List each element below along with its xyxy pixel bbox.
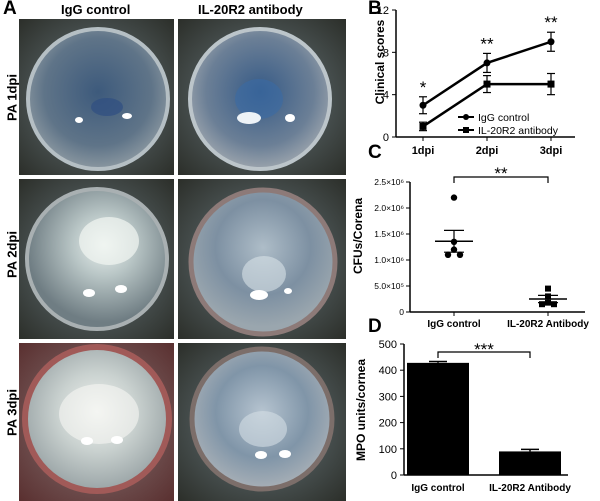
panel-a-label: A [3, 0, 17, 19]
panel-d-label: D [368, 316, 382, 337]
chart-b-point [483, 80, 491, 88]
chart-c-y-tick-label: 1.5×10⁶ [374, 229, 404, 239]
chart-c-y-tick-label: 5.0×10⁵ [374, 281, 404, 291]
chart-c-x-tick-label: IgG control [427, 319, 481, 330]
chart-b-point [419, 101, 427, 109]
chart-d-bar [407, 362, 469, 475]
chart-d-significance-bracket [437, 351, 531, 358]
chart-b-point [547, 80, 555, 88]
chart-d-y-tick-label: 200 [379, 418, 397, 430]
chart-c-point [450, 194, 458, 201]
chart-b-significance: * [420, 78, 427, 97]
chart-c-significance: ** [494, 164, 508, 183]
panel-b-label: B [368, 0, 382, 19]
chart-d-y-tick-label: 500 [379, 339, 397, 351]
chart-d-y-tick-label: 300 [379, 391, 397, 403]
chart-c-point [545, 285, 551, 292]
chart-b-y-tick-label: 12 [377, 5, 389, 17]
chart-c-y-tick-label: 2.0×10⁶ [374, 203, 404, 213]
chart-d-y-axis-label: MPO units/cornea [354, 359, 368, 461]
panel-c-label: C [368, 142, 382, 163]
chart-c-y-tick-label: 0 [399, 307, 404, 317]
chart-b-point [547, 38, 555, 46]
chart-d-y-tick-label: 400 [379, 365, 397, 377]
eye-photo-grid [19, 19, 346, 501]
chart-b-x-tick-label: 3dpi [540, 145, 563, 157]
row-label-3dpi: PA 3dpi [4, 389, 20, 436]
chart-c-y-tick-label: 1.0×10⁶ [374, 255, 404, 265]
chart-b-legend-label: IgG control [478, 112, 529, 124]
chart-d-x-tick-label: IgG control [411, 483, 465, 494]
chart-b-point [483, 59, 491, 67]
chart-d-y-tick-label: 100 [379, 444, 397, 456]
chart-b-y-tick-label: 4 [383, 90, 389, 102]
chart-b-y-tick-label: 8 [383, 47, 389, 59]
chart-b-y-axis-label: Clinical scores [373, 19, 387, 104]
row-label-1dpi: PA 1dpi [4, 74, 20, 121]
chart-b-x-tick-label: 1dpi [412, 145, 435, 157]
chart-d-y-tick-label: 0 [391, 470, 397, 482]
chart-b-legend-label: IL-20R2 antibody [478, 125, 559, 137]
chart-b-x-tick-label: 2dpi [476, 145, 499, 157]
chart-c-point [456, 251, 464, 258]
chart-c-significance-bracket [453, 176, 549, 183]
column-header-igg: IgG control [61, 2, 131, 17]
chart-b-point [419, 122, 427, 130]
chart-b-significance: ** [544, 13, 558, 32]
chart-c-point [539, 301, 545, 308]
chart-c-point [444, 251, 452, 258]
chart-b-legend-marker [463, 127, 469, 133]
chart-c-y-axis-label: CFUs/Corena [351, 198, 365, 274]
chart-d-x-tick-label: IL-20R2 Antibody [489, 483, 571, 494]
chart-b-legend-marker [463, 114, 469, 120]
chart-d-mpo: MPO units/cornea 0 100 200 300 400 500 IgG con… [354, 339, 571, 494]
chart-c-y-tick-label: 2.5×10⁶ [374, 177, 404, 187]
row-label-2dpi: PA 2dpi [4, 231, 20, 278]
chart-d-bar [499, 451, 561, 475]
chart-c-point [551, 301, 557, 308]
chart-d-significance: *** [474, 340, 494, 359]
chart-b-significance: ** [480, 34, 494, 53]
chart-b-y-tick-label: 0 [383, 132, 389, 144]
chart-c-x-tick-label: IL-20R2 Antibody [507, 319, 589, 330]
column-header-il20r2: IL-20R2 antibody [198, 2, 303, 17]
chart-c-cfus: CFUs/Corena 0 5.0×10⁵ 1.0×10⁶ 1.5×10⁶ 2.0×10… [351, 164, 589, 330]
